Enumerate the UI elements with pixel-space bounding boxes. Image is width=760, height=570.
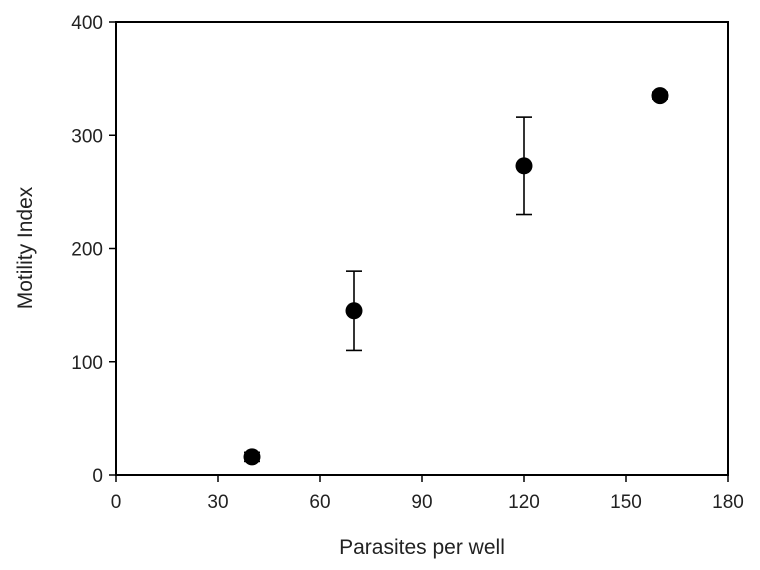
data-point-0: [243, 448, 261, 466]
y-tick-label-2: 200: [71, 240, 103, 261]
data-point-2: [515, 157, 533, 175]
error-bars: [244, 91, 668, 463]
y-tick-label-3: 300: [71, 126, 103, 147]
x-tick-label-2: 60: [309, 492, 330, 513]
y-tick-label-0: 0: [92, 466, 103, 487]
x-tick-label-1: 30: [207, 492, 228, 513]
x-tick-label-0: 0: [111, 492, 122, 513]
y-axis-title: Motility Index: [14, 186, 37, 309]
y-tick-label-4: 400: [71, 13, 103, 34]
plot-frame: [115, 21, 729, 476]
x-tick-label-3: 90: [411, 492, 432, 513]
x-tick-label-6: 180: [712, 492, 744, 513]
x-tick-label-4: 120: [508, 492, 540, 513]
data-point-1: [345, 302, 363, 320]
data-point-3: [651, 87, 669, 105]
x-axis-ticks: 0 30 60 90 120 150 180: [111, 475, 744, 513]
y-tick-label-1: 100: [71, 353, 103, 374]
x-tick-label-5: 150: [610, 492, 642, 513]
plot-area: 0 30 60 90 120 150 180 0 100 200 300 400: [71, 13, 744, 513]
data-points: [243, 87, 669, 466]
y-axis-ticks: 0 100 200 300 400: [71, 13, 116, 487]
x-axis-title: Parasites per well: [339, 536, 505, 559]
